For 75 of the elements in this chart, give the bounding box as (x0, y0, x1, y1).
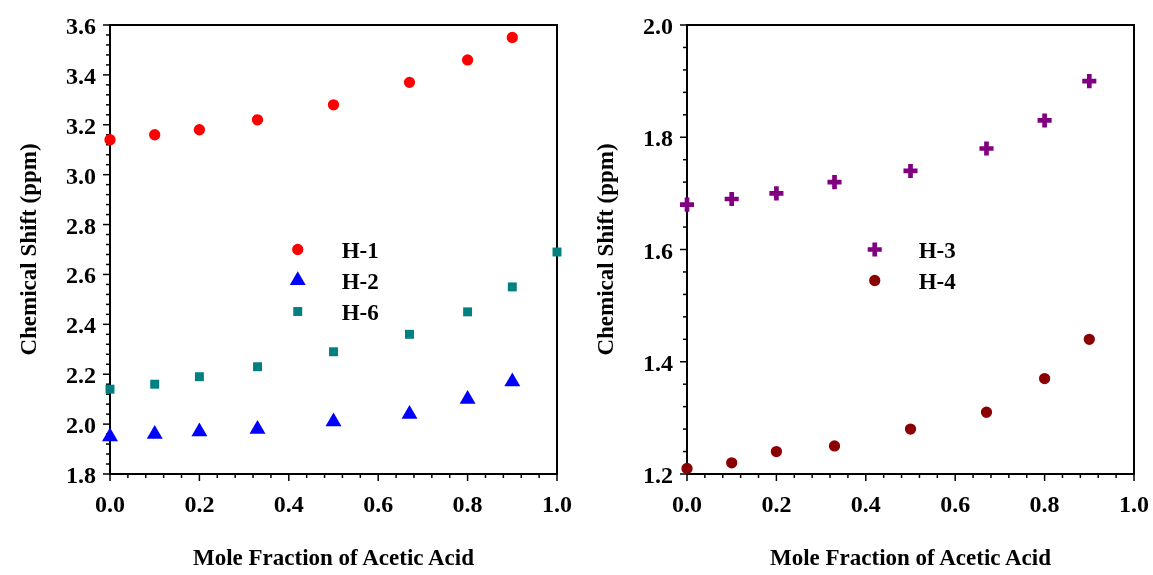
legend-label: H-3 (918, 237, 956, 263)
x-tick-label: 0.2 (761, 491, 792, 517)
y-tick-label: 3.0 (66, 162, 96, 189)
point (105, 384, 115, 394)
point (979, 141, 994, 156)
point (904, 423, 917, 435)
point (405, 329, 414, 339)
point (1038, 372, 1051, 385)
y-tick-label: 3.2 (66, 112, 96, 139)
point (463, 307, 473, 317)
point (150, 379, 160, 389)
point (325, 412, 342, 427)
point (769, 186, 784, 201)
legend-label: H-1 (341, 237, 379, 263)
x-tick-label: 1.0 (542, 491, 572, 517)
y-tick-label: 2.0 (66, 412, 96, 439)
y-tick-label: 2.6 (66, 262, 96, 289)
point (980, 406, 993, 418)
point (104, 134, 116, 146)
point (506, 31, 518, 44)
x-axis-title: Mole Fraction of Acetic Acid (769, 545, 1052, 570)
x-tick-label: 0.4 (273, 491, 304, 517)
point (194, 372, 204, 382)
point (726, 457, 738, 469)
point (403, 76, 416, 88)
point (102, 427, 118, 442)
y-axis-title: Chemical Shift (ppm) (593, 143, 618, 356)
legend-label: H-2 (341, 268, 379, 294)
x-tick-label: 0.0 (95, 491, 125, 517)
x-tick-label: 0.6 (363, 491, 394, 517)
legend-label: H-6 (341, 299, 379, 325)
y-tick-label: 2.2 (66, 362, 96, 389)
point (827, 175, 842, 190)
y-tick-label: 2.4 (66, 312, 96, 339)
point (149, 129, 161, 141)
y-tick-label: 1.4 (643, 349, 673, 376)
point (401, 404, 418, 419)
y-tick-label: 2.0 (643, 13, 673, 39)
y-tick-label: 1.2 (643, 462, 673, 488)
point (903, 163, 918, 178)
point (507, 282, 517, 292)
point (770, 445, 783, 458)
point (724, 191, 739, 207)
point (679, 197, 695, 212)
x-axis-title: Mole Fraction of Acetic Acid (192, 545, 475, 570)
point (329, 347, 338, 357)
point (504, 372, 521, 387)
y-axis-title: Chemical Shift (ppm) (16, 143, 41, 356)
point (193, 124, 206, 136)
x-tick-label: 0.0 (672, 491, 702, 517)
point (1083, 333, 1095, 345)
x-tick-label: 0.6 (940, 491, 971, 517)
y-tick-label: 3.4 (66, 62, 96, 89)
y-tick-label: 1.6 (643, 237, 673, 264)
y-tick-label: 2.8 (66, 212, 96, 239)
point (459, 389, 476, 404)
point (1037, 113, 1052, 128)
point (327, 99, 340, 111)
point (251, 114, 264, 126)
point (253, 362, 262, 372)
y-tick-label: 1.8 (66, 462, 96, 488)
y-tick-label: 1.8 (643, 125, 673, 152)
y-tick-label: 3.6 (66, 13, 96, 39)
x-tick-label: 0.8 (1029, 491, 1060, 517)
x-tick-label: 0.2 (184, 491, 215, 517)
x-tick-label: 0.8 (452, 491, 483, 517)
point (146, 424, 163, 439)
point (191, 422, 208, 437)
legend-label: H-4 (918, 268, 957, 294)
point (249, 419, 266, 434)
point (461, 54, 474, 66)
point (828, 440, 841, 452)
point (1082, 74, 1097, 89)
x-tick-label: 1.0 (1119, 491, 1149, 517)
x-tick-label: 0.4 (850, 491, 881, 517)
